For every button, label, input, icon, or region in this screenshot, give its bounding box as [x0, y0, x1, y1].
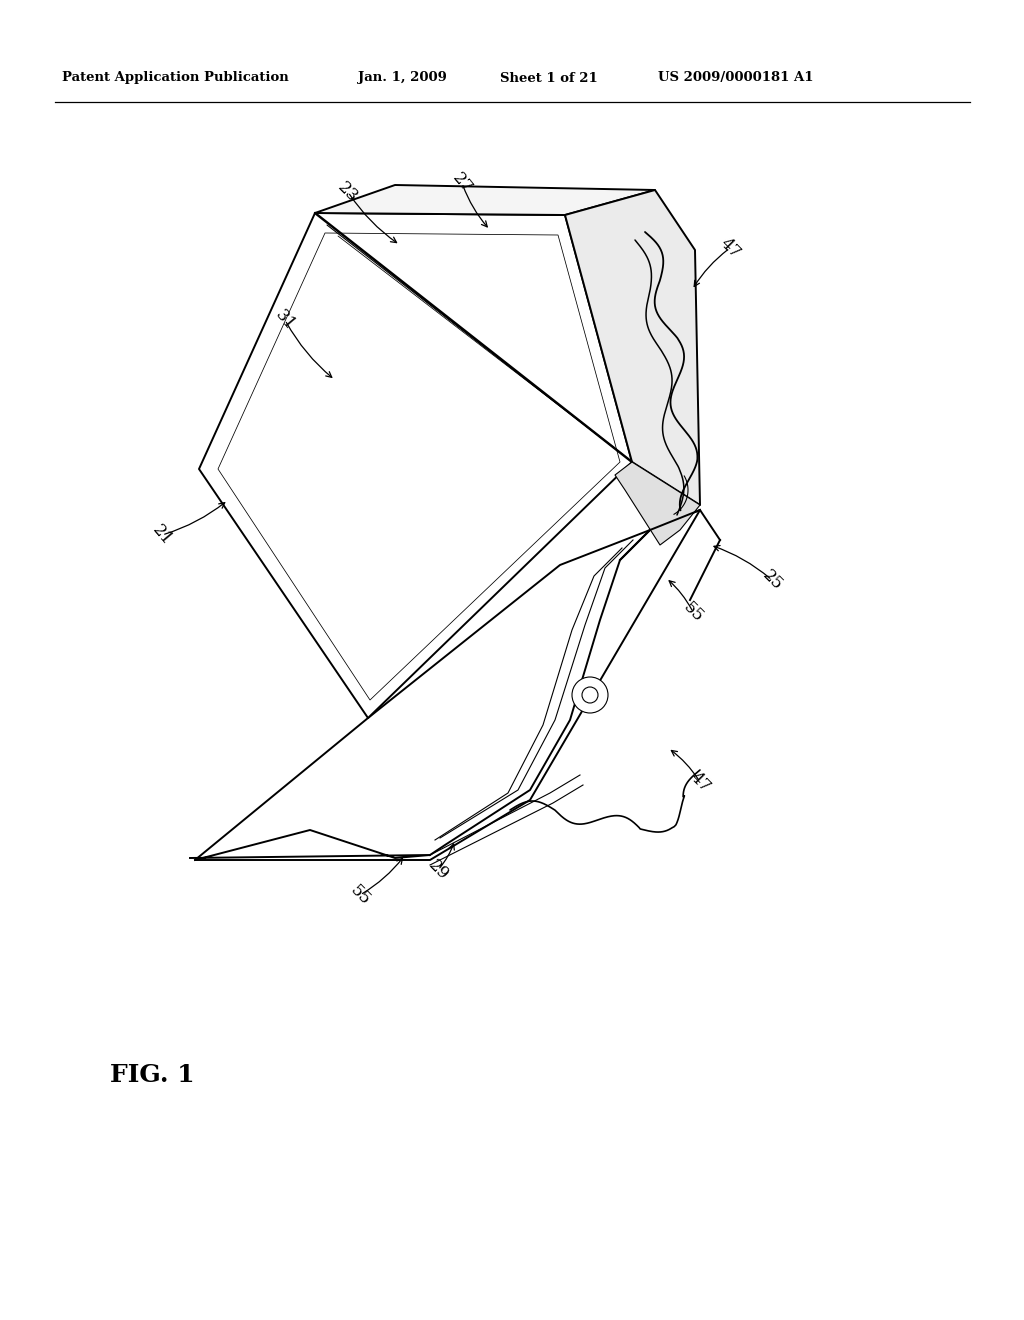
- Polygon shape: [615, 462, 700, 545]
- Text: 55: 55: [346, 882, 374, 908]
- Circle shape: [572, 677, 608, 713]
- Text: 21: 21: [148, 521, 175, 549]
- Text: 47: 47: [686, 768, 714, 796]
- Text: 31: 31: [271, 306, 298, 334]
- Polygon shape: [315, 185, 655, 215]
- Text: Patent Application Publication: Patent Application Publication: [62, 71, 289, 84]
- Text: 55: 55: [680, 598, 707, 626]
- Text: 29: 29: [425, 857, 452, 883]
- Text: 27: 27: [449, 169, 475, 197]
- Polygon shape: [195, 510, 700, 861]
- Text: Sheet 1 of 21: Sheet 1 of 21: [500, 71, 598, 84]
- Text: Jan. 1, 2009: Jan. 1, 2009: [358, 71, 446, 84]
- Polygon shape: [565, 190, 700, 506]
- Text: 25: 25: [759, 566, 785, 594]
- Polygon shape: [199, 213, 632, 718]
- Text: 23: 23: [335, 178, 361, 206]
- Text: 47: 47: [717, 235, 743, 261]
- Text: FIG. 1: FIG. 1: [110, 1063, 195, 1086]
- Text: US 2009/0000181 A1: US 2009/0000181 A1: [658, 71, 813, 84]
